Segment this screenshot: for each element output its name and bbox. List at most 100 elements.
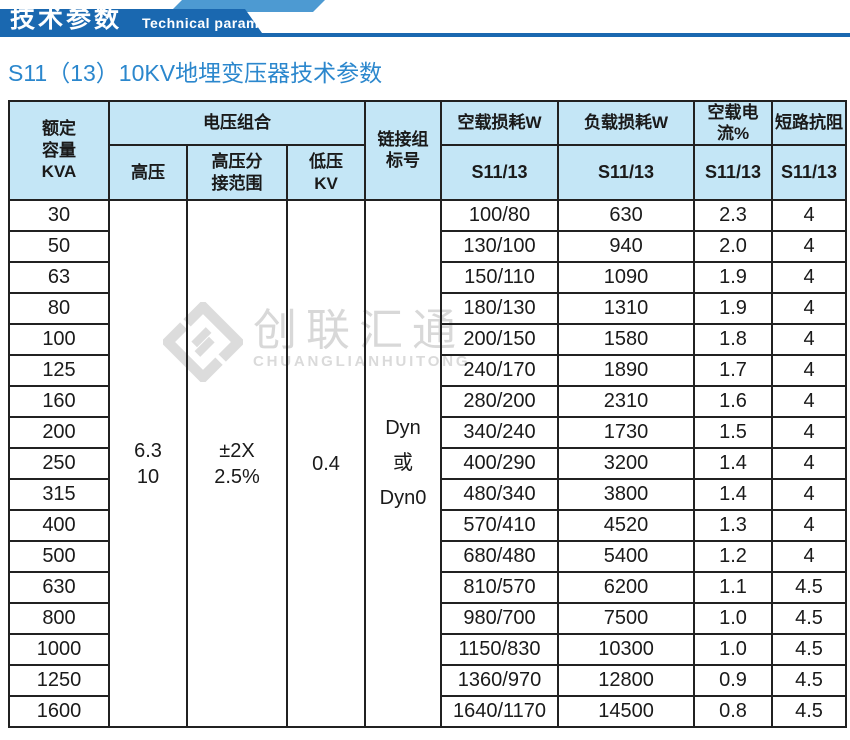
- banner-underline: [0, 33, 850, 37]
- impedance-cell: 4: [771, 354, 848, 388]
- impedance-cell: 4: [771, 323, 848, 357]
- no-load-loss-cell: 400/290: [440, 447, 560, 481]
- load-loss-cell: 6200: [557, 571, 696, 605]
- current-cell: 0.8: [693, 695, 774, 729]
- impedance-cell: 4.5: [771, 571, 848, 605]
- kva-cell: 1000: [8, 633, 110, 667]
- current-cell: 1.7: [693, 354, 774, 388]
- banner-subtitle: Technical parameter: [142, 15, 287, 31]
- header-model-no-load-loss: S11/13: [440, 144, 560, 202]
- kva-cell: 1600: [8, 695, 110, 729]
- header-voltage-group: 电压组合: [107, 99, 367, 147]
- no-load-loss-cell: 180/130: [440, 292, 560, 326]
- no-load-loss-cell: 150/110: [440, 261, 560, 295]
- banner-title: 技术参数: [10, 5, 123, 33]
- kva-cell: 200: [8, 416, 110, 450]
- header-model-load-loss: S11/13: [557, 144, 696, 202]
- table-row: 500 680/480 5400 1.2 4: [8, 540, 848, 574]
- header-no-load-current: 空载电流%: [693, 99, 774, 147]
- header-impedance: 短路抗阻: [771, 99, 848, 147]
- hv-merged-cell: 6.3 10: [108, 199, 188, 729]
- kva-cell: 50: [8, 230, 110, 264]
- no-load-loss-cell: 200/150: [440, 323, 560, 357]
- load-loss-cell: 1890: [557, 354, 696, 388]
- current-cell: 1.4: [693, 447, 774, 481]
- load-loss-cell: 1090: [557, 261, 696, 295]
- impedance-cell: 4: [771, 261, 848, 295]
- top-banner: 技术参数 Technical parameter: [0, 0, 850, 40]
- impedance-cell: 4: [771, 447, 848, 481]
- table-row: 315 480/340 3800 1.4 4: [8, 478, 848, 512]
- impedance-cell: 4: [771, 385, 848, 419]
- impedance-cell: 4: [771, 540, 848, 574]
- kva-cell: 100: [8, 323, 110, 357]
- table-header: 额定 容量 KVA 电压组合 链接组 标号 空载损耗W 负载损耗W 空载电流% …: [8, 99, 848, 202]
- impedance-cell: 4.5: [771, 664, 848, 698]
- current-cell: 1.3: [693, 509, 774, 543]
- load-loss-cell: 7500: [557, 602, 696, 636]
- table-row: 125 240/170 1890 1.7 4: [8, 354, 848, 388]
- impedance-cell: 4.5: [771, 602, 848, 636]
- load-loss-cell: 3800: [557, 478, 696, 512]
- kva-cell: 1250: [8, 664, 110, 698]
- page-title: S11（13）10KV地埋变压器技术参数: [8, 60, 383, 86]
- no-load-loss-cell: 240/170: [440, 354, 560, 388]
- no-load-loss-cell: 810/570: [440, 571, 560, 605]
- connection-merged-cell: Dyn 或 Dyn0: [364, 199, 443, 729]
- table-row: 1000 1150/830 10300 1.0 4.5: [8, 633, 848, 667]
- header-hv: 高压: [108, 144, 188, 202]
- current-cell: 2.0: [693, 230, 774, 264]
- current-cell: 1.2: [693, 540, 774, 574]
- no-load-loss-cell: 130/100: [440, 230, 560, 264]
- table-row: 63 150/110 1090 1.9 4: [8, 261, 848, 295]
- table-row: 200 340/240 1730 1.5 4: [8, 416, 848, 450]
- table-row: 1600 1640/1170 14500 0.8 4.5: [8, 695, 848, 729]
- kva-cell: 400: [8, 509, 110, 543]
- header-row-1: 额定 容量 KVA 电压组合 链接组 标号 空载损耗W 负载损耗W 空载电流% …: [8, 99, 848, 202]
- load-loss-cell: 10300: [557, 633, 696, 667]
- no-load-loss-cell: 280/200: [440, 385, 560, 419]
- impedance-cell: 4: [771, 416, 848, 450]
- table-row: 630 810/570 6200 1.1 4.5: [8, 571, 848, 605]
- header-model-impedance: S11/13: [771, 144, 848, 202]
- kva-cell: 250: [8, 447, 110, 481]
- current-cell: 1.6: [693, 385, 774, 419]
- load-loss-cell: 5400: [557, 540, 696, 574]
- header-capacity: 额定 容量 KVA: [8, 99, 110, 202]
- no-load-loss-cell: 980/700: [440, 602, 560, 636]
- load-loss-cell: 4520: [557, 509, 696, 543]
- table-row: 250 400/290 3200 1.4 4: [8, 447, 848, 481]
- header-no-load-loss: 空载损耗W: [440, 99, 560, 147]
- table-body: 30 6.3 10 ±2X 2.5% 0.4 Dyn 或 Dyn0 100/80 630 2.…: [8, 199, 848, 729]
- table-row: 400 570/410 4520 1.3 4: [8, 509, 848, 543]
- impedance-cell: 4: [771, 478, 848, 512]
- no-load-loss-cell: 480/340: [440, 478, 560, 512]
- load-loss-cell: 1310: [557, 292, 696, 326]
- current-cell: 1.5: [693, 416, 774, 450]
- no-load-loss-cell: 1150/830: [440, 633, 560, 667]
- current-cell: 0.9: [693, 664, 774, 698]
- impedance-cell: 4: [771, 509, 848, 543]
- current-cell: 1.1: [693, 571, 774, 605]
- current-cell: 2.3: [693, 199, 774, 233]
- kva-cell: 80: [8, 292, 110, 326]
- load-loss-cell: 1730: [557, 416, 696, 450]
- kva-cell: 160: [8, 385, 110, 419]
- load-loss-cell: 3200: [557, 447, 696, 481]
- impedance-cell: 4: [771, 199, 848, 233]
- kva-cell: 30: [8, 199, 110, 233]
- kva-cell: 800: [8, 602, 110, 636]
- current-cell: 1.4: [693, 478, 774, 512]
- tap-range-merged-cell: ±2X 2.5%: [186, 199, 288, 729]
- current-cell: 1.0: [693, 633, 774, 667]
- lv-merged-cell: 0.4: [285, 199, 367, 729]
- no-load-loss-cell: 570/410: [440, 509, 560, 543]
- header-connection: 链接组 标号: [364, 99, 443, 202]
- load-loss-cell: 14500: [557, 695, 696, 729]
- kva-cell: 63: [8, 261, 110, 295]
- table-zone: 创联汇通 CHUANGLIANHUITONG 额定 容量 KVA 电压组合 链接…: [8, 99, 848, 729]
- no-load-loss-cell: 1640/1170: [440, 695, 560, 729]
- table-row: 160 280/200 2310 1.6 4: [8, 385, 848, 419]
- kva-cell: 500: [8, 540, 110, 574]
- header-load-loss: 负载损耗W: [557, 99, 696, 147]
